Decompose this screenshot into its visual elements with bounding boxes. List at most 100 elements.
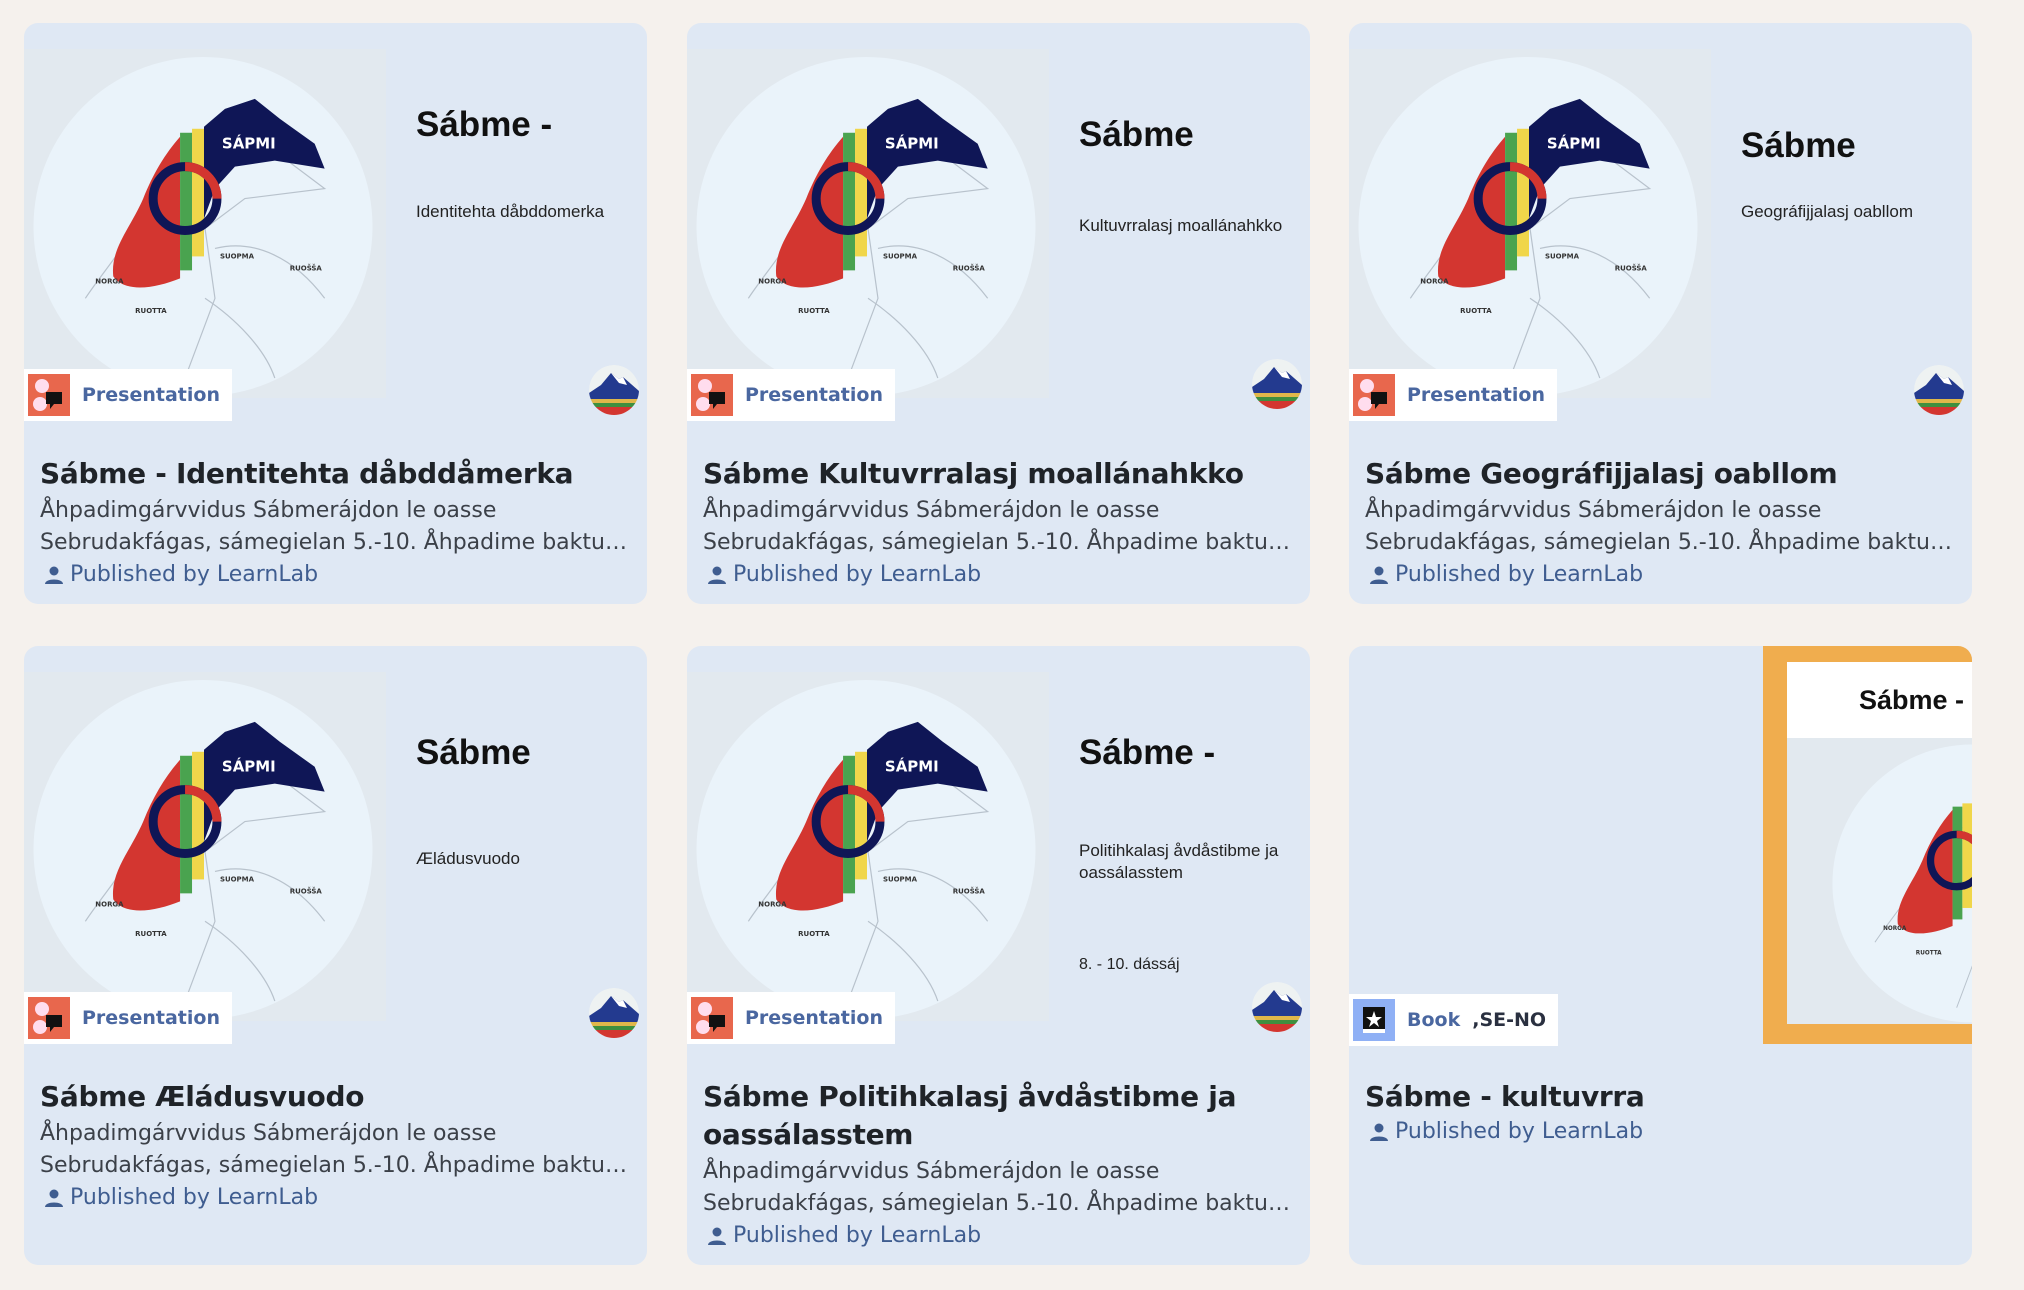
sapmi-map-image: SÁPMI SUOPMA NORGA RUOTTA RUOŠŠA	[696, 56, 1036, 397]
map-label: RUOŠŠA	[290, 886, 323, 895]
publisher: Published by LearnLab	[703, 559, 1294, 591]
type-badge: Presentation	[1349, 369, 1557, 421]
publisher-logo-icon	[1252, 982, 1302, 1032]
card-description: Sebrudakfágas, sámegielan 5.-10. Åhpadim…	[703, 530, 1290, 555]
map-label: SÁPMI	[885, 135, 939, 153]
card-title[interactable]: Sábme Æládusvuodo	[40, 1080, 365, 1113]
type-badge: Presentation	[687, 992, 895, 1044]
map-label: NORGA	[758, 277, 787, 285]
card-description: Sebrudakfágas, sámegielan 5.-10. Åhpadim…	[703, 1191, 1290, 1216]
person-icon	[708, 566, 726, 584]
slide-extra: 8. - 10. dássáj	[1079, 956, 1180, 973]
resource-card[interactable]: SÁPMI SUOPMA NORGA RUOTTA RUOŠŠA Sábme G…	[1349, 23, 1972, 604]
map-label: NORGA	[1420, 277, 1449, 285]
type-label: Book	[1407, 1009, 1461, 1031]
map-label: SUOPMA	[883, 875, 918, 883]
map-label: SUOPMA	[220, 875, 255, 883]
publisher-label: Published by LearnLab	[1395, 1119, 1644, 1144]
card-description: Åhpadimgárvvidus Sábmerájdon le oasse	[1365, 498, 1822, 523]
resource-card[interactable]: Sábme - kultuvrra SÁPMI SUOPMA NORGA RUO…	[1349, 646, 1972, 1265]
card-description: Åhpadimgárvvidus Sábmerájdon le oasse	[40, 498, 497, 523]
type-label: Presentation	[745, 384, 883, 406]
resource-card[interactable]: SÁPMI SUOPMA NORGA RUOTTA RUOŠŠA Sábme K…	[687, 23, 1310, 604]
type-label: Presentation	[1407, 384, 1545, 406]
slide-subtitle: Æládusvuodo	[416, 849, 520, 868]
map-label: NORGA	[1883, 926, 1907, 932]
slide-title: Sábme	[1741, 126, 1856, 165]
slide-thumbnail: SÁPMI SUOPMA NORGA RUOTTA RUOŠŠA Sábme G…	[1349, 49, 1972, 415]
publisher-label: Published by LearnLab	[733, 1223, 982, 1248]
publisher-logo-icon	[589, 365, 639, 415]
publisher-label: Published by LearnLab	[1395, 562, 1644, 587]
type-label: Presentation	[82, 1007, 220, 1029]
map-label: RUOTTA	[798, 307, 830, 315]
map-label: NORGA	[95, 277, 124, 285]
person-icon	[708, 1227, 726, 1245]
resource-card[interactable]: SÁPMI SUOPMA NORGA RUOTTA RUOŠŠA Sábme -…	[687, 646, 1310, 1265]
book-cover: Sábme - kultuvrra SÁPMI SUOPMA NORGA RUO…	[1349, 646, 1972, 1044]
slide-subtitle: Identitehta dåbddomerka	[416, 202, 605, 221]
slide-thumbnail: SÁPMI SUOPMA NORGA RUOTTA RUOŠŠA Sábme K…	[687, 49, 1310, 409]
type-label: Presentation	[82, 384, 220, 406]
map-label: SÁPMI	[1547, 135, 1601, 153]
language-label: ,SE-NO	[1472, 1009, 1547, 1031]
card-title[interactable]: Sábme Kultuvrralasj moallánahkko	[703, 457, 1244, 490]
person-icon	[1370, 566, 1388, 584]
resource-card[interactable]: SÁPMI SUOPMA NORGA RUOTTA RUOŠŠA Sábme -…	[24, 23, 647, 604]
book-icon	[1353, 999, 1395, 1041]
map-label: RUOŠŠA	[953, 886, 986, 895]
slide-thumbnail: SÁPMI SUOPMA NORGA RUOTTA RUOŠŠA Sábme -…	[687, 672, 1310, 1032]
publisher: Published by LearnLab	[1365, 559, 1956, 591]
sapmi-map-image: SÁPMI SUOPMA NORGA RUOTTA RUOŠŠA	[1358, 56, 1698, 397]
map-label: RUOTTA	[798, 930, 830, 938]
slide-title: Sábme	[1079, 115, 1194, 154]
card-description: Sebrudakfágas, sámegielan 5.-10. Åhpadim…	[40, 530, 627, 555]
sapmi-map-image: SÁPMI SUOPMA NORGA RUOTTA RUOŠŠA	[696, 679, 1036, 1020]
map-label: SÁPMI	[885, 758, 939, 776]
map-label: SUOPMA	[220, 252, 255, 260]
map-label: RUOŠŠA	[953, 263, 986, 272]
publisher-logo-icon	[589, 988, 639, 1038]
publisher: Published by LearnLab	[40, 559, 631, 591]
map-label: RUOŠŠA	[290, 263, 323, 272]
presentation-icon	[1353, 374, 1395, 416]
publisher-logo-icon	[1914, 365, 1964, 415]
presentation-icon	[28, 374, 70, 416]
map-label: RUOTTA	[1460, 307, 1492, 315]
publisher: Published by LearnLab	[1365, 1116, 1956, 1148]
card-title[interactable]: Sábme - kultuvrra	[1365, 1080, 1645, 1113]
card-description: Åhpadimgárvvidus Sábmerájdon le oasse	[40, 1121, 497, 1146]
slide-thumbnail: SÁPMI SUOPMA NORGA RUOTTA RUOŠŠA Sábme Æ…	[24, 672, 647, 1038]
card-title[interactable]: Sábme Geográfijjalasj oabllom	[1365, 457, 1838, 490]
map-label: NORGA	[95, 900, 124, 908]
card-description: Sebrudakfágas, sámegielan 5.-10. Åhpadim…	[1365, 530, 1952, 555]
slide-thumbnail: SÁPMI SUOPMA NORGA RUOTTA RUOŠŠA Sábme -…	[24, 49, 647, 415]
slide-subtitle: Kultuvrralasj moallánahkko	[1079, 216, 1283, 235]
card-title[interactable]: Sábme - Identitehta dåbddåmerka	[40, 457, 574, 490]
cover-title: Sábme - kultuvrra	[1787, 662, 1972, 738]
type-badge: Presentation	[24, 992, 232, 1044]
map-label: SUOPMA	[883, 252, 918, 260]
card-title[interactable]: Sábme Politihkalasj åvdåstibme ja oassál…	[703, 1080, 1237, 1151]
person-icon	[1370, 1123, 1388, 1141]
type-badge: Book ,SE-NO	[1349, 994, 1559, 1046]
map-label: SÁPMI	[222, 758, 276, 776]
map-label: NORGA	[758, 900, 787, 908]
slide-title: Sábme	[416, 733, 531, 772]
card-description: Åhpadimgárvvidus Sábmerájdon le oasse	[703, 498, 1160, 523]
slide-title: Sábme -	[1079, 733, 1216, 772]
map-label: RUOTTA	[135, 307, 167, 315]
publisher-label: Published by LearnLab	[70, 562, 319, 587]
card-description: Åhpadimgárvvidus Sábmerájdon le oasse	[703, 1159, 1160, 1184]
map-label: SÁPMI	[222, 135, 276, 153]
resource-card[interactable]: SÁPMI SUOPMA NORGA RUOTTA RUOŠŠA Sábme Æ…	[24, 646, 647, 1265]
slide-title: Sábme -	[416, 105, 553, 144]
presentation-icon	[691, 997, 733, 1039]
slide-subtitle: Geográfijjalasj oabllom	[1741, 202, 1913, 221]
type-badge: Presentation	[687, 369, 895, 421]
publisher: Published by LearnLab	[40, 1182, 631, 1214]
publisher-logo-icon	[1252, 359, 1302, 409]
person-icon	[45, 566, 63, 584]
map-label: SUOPMA	[1545, 252, 1580, 260]
type-label: Presentation	[745, 1007, 883, 1029]
